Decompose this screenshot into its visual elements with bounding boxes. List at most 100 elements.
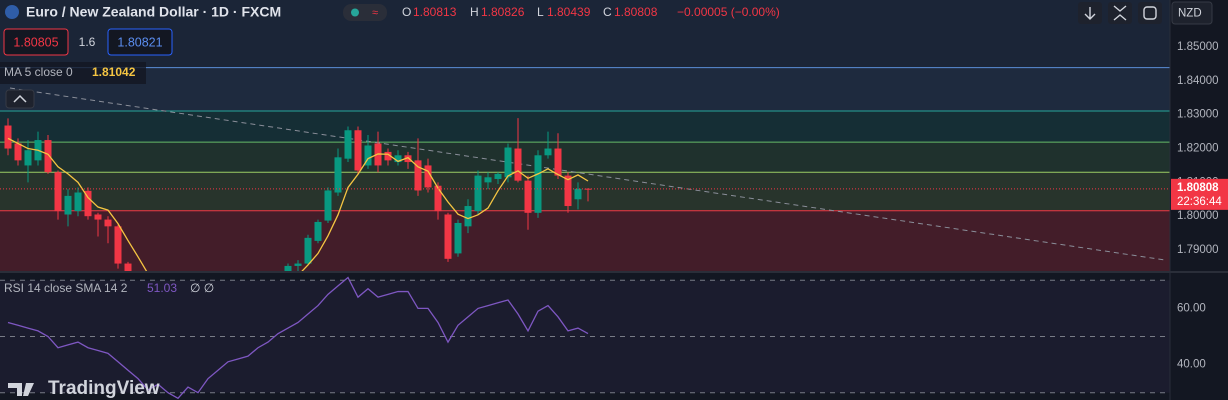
ohlc-change: −0.00005 (−0.00%): [677, 5, 780, 19]
y-tick-label: 1.82000: [1177, 143, 1219, 155]
candle-body: [304, 237, 312, 264]
price-pane: [0, 0, 1170, 271]
rsi-extra: ∅ ∅: [190, 281, 214, 295]
rsi-legend: RSI 14 close SMA 14 2: [4, 281, 128, 295]
level-zone: [0, 110, 1170, 143]
candle-body: [544, 148, 552, 156]
ohlc-o-label: O: [402, 5, 411, 19]
ohlc-h: 1.80826: [481, 5, 525, 19]
ohlc-o: 1.80813: [413, 5, 457, 19]
y-tick-label: 1.83000: [1177, 109, 1219, 121]
trend-line: [9, 87, 1166, 261]
candle-body: [484, 177, 492, 183]
market-status: [351, 8, 359, 17]
candle-body: [114, 226, 122, 264]
candle-body: [474, 175, 482, 212]
ohlc-h-label: H: [470, 5, 479, 19]
last-price-box: [1171, 178, 1228, 210]
ohlc-l-label: L: [537, 5, 544, 19]
candle-body: [314, 221, 322, 241]
candle-body: [514, 148, 522, 181]
level-zone: [0, 67, 1170, 111]
price-axis: 1.850001.840001.830001.820001.810001.800…: [1171, 41, 1228, 371]
bid-price: 1.80805: [13, 35, 58, 49]
y-tick-label: 1.85000: [1177, 41, 1219, 53]
candle-body: [44, 140, 52, 173]
ask-price: 1.80821: [117, 35, 162, 49]
brand-logo: [8, 383, 34, 396]
collapse-icon: [13, 94, 27, 103]
candle-body: [394, 155, 402, 163]
candle-body: [104, 219, 112, 227]
ma-legend: MA 5 close 0: [4, 65, 73, 79]
symbol-flag: [5, 5, 19, 19]
candle-body: [574, 188, 582, 200]
bid-button[interactable]: [3, 28, 69, 56]
candle-body: [4, 125, 12, 149]
candle-body: [454, 222, 462, 254]
candle-body: [524, 180, 532, 213]
candle-body: [354, 130, 362, 171]
symbol-title: Euro / New Zealand Dollar · 1D · FXCM: [26, 4, 281, 20]
candle-body: [294, 263, 302, 266]
countdown: 22:36:44: [1177, 196, 1222, 208]
currency: NZD: [1178, 8, 1202, 20]
candle-body: [364, 145, 372, 166]
fullscreen-icon: [1143, 6, 1157, 20]
level-zone: [0, 210, 1170, 271]
y-tick-label: 1.80000: [1177, 210, 1219, 222]
down-icon: [1084, 7, 1096, 20]
candle-body: [404, 155, 412, 163]
y-tick-label: 60.00: [1177, 302, 1206, 314]
toolbar-button[interactable]: [1138, 2, 1162, 24]
status-icon: ≈: [372, 7, 378, 19]
candle-body: [414, 160, 422, 191]
y-tick-label: 1.84000: [1177, 75, 1219, 87]
toolbar-button[interactable]: [1108, 2, 1132, 24]
currency-button[interactable]: [1171, 1, 1213, 25]
candle-body: [504, 147, 512, 178]
ohlc-l: 1.80439: [547, 5, 591, 19]
candle-body: [94, 214, 102, 220]
ohlc-c: 1.80808: [614, 5, 658, 19]
candle-body: [334, 157, 342, 193]
candle-body: [24, 150, 32, 166]
candle-body: [564, 175, 572, 207]
ask-button[interactable]: [107, 28, 173, 56]
candle-body: [344, 130, 352, 159]
candle-body: [534, 155, 542, 213]
candle-body: [424, 165, 432, 188]
candle-body: [14, 143, 22, 161]
candle-body: [54, 172, 62, 212]
ma-line: [7, 137, 589, 271]
ma-value: 1.81042: [92, 65, 136, 79]
level-zone: [0, 0, 1170, 68]
candle-body: [84, 190, 92, 217]
candle-body: [434, 185, 442, 212]
y-tick-label: 40.00: [1177, 359, 1206, 371]
rsi-line: [7, 276, 589, 400]
rsi-pane: [0, 276, 1170, 400]
ohlc-c-label: C: [603, 5, 612, 19]
collapse-icon: [1113, 5, 1127, 21]
level-zone: [0, 142, 1170, 173]
collapse-button[interactable]: [5, 89, 35, 109]
level-zone: [0, 172, 1170, 211]
candle-body: [494, 173, 502, 179]
rsi-value: 51.03: [147, 281, 177, 295]
y-tick-label: 1.79000: [1177, 244, 1219, 256]
status-pill[interactable]: [343, 4, 387, 21]
candle-body: [124, 263, 132, 271]
candle-body: [554, 148, 562, 176]
candle-body: [284, 265, 292, 271]
ma-legend-bg: [0, 62, 146, 84]
candle-body: [74, 192, 82, 212]
candle-body: [384, 151, 392, 161]
candle-body: [444, 214, 452, 259]
spread: 1.6: [79, 35, 96, 49]
last-price: 1.80808: [1177, 182, 1219, 194]
candle-body: [324, 190, 332, 221]
candle-body: [64, 195, 72, 215]
